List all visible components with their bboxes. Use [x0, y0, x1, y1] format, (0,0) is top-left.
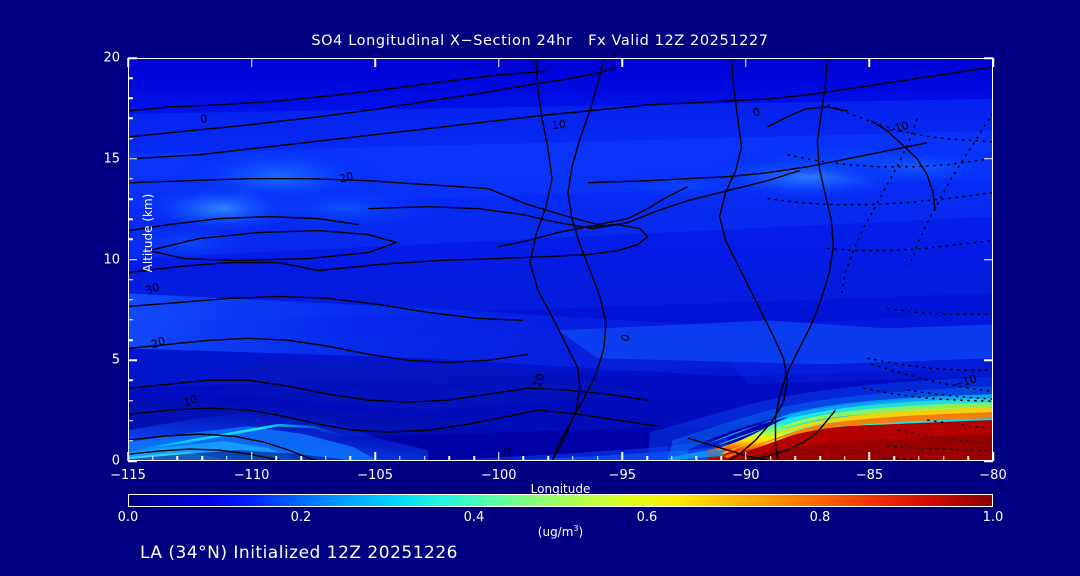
colorbar-units-exponent: 3 — [573, 524, 579, 533]
svg-text:0: 0 — [751, 105, 762, 120]
colorbar-tick-label: 1.0 — [982, 510, 1004, 525]
colorbar-units-close: ) — [578, 525, 584, 539]
y-tick-label: 15 — [103, 151, 120, 167]
x-tick-label: −110 — [233, 468, 270, 483]
svg-text:−10: −10 — [952, 372, 978, 391]
colorbar-tick-label: 0.0 — [117, 510, 139, 525]
x-tick-label: −105 — [357, 468, 393, 483]
y-tick-label: 5 — [111, 352, 120, 368]
figure-caption: LA (34°N) Initialized 12Z 20251226 — [140, 543, 458, 563]
x-tick-label: −85 — [855, 468, 884, 483]
svg-text:10: 10 — [182, 392, 199, 409]
colorbar-units-text: (ug/m — [537, 525, 574, 539]
plot-area: 0 20 10 0 −10 30 20 10 10 0 −10 0 0 — [103, 51, 1006, 497]
x-tick-label: −100 — [480, 468, 517, 483]
colorbar-tick-label: 0.4 — [463, 510, 485, 525]
x-axis-label: Longitude — [530, 482, 591, 496]
svg-text:20: 20 — [338, 170, 355, 186]
y-tick-label: 0 — [111, 453, 120, 469]
colorbar: 0.0 0.2 0.4 0.6 0.8 1.0 — [118, 494, 1003, 525]
svg-text:0: 0 — [503, 445, 511, 459]
x-tick-label: −95 — [608, 468, 636, 483]
svg-text:0: 0 — [199, 112, 208, 126]
svg-text:20: 20 — [150, 334, 168, 351]
x-tick-label: −80 — [979, 468, 1007, 483]
plot-frame: 0 20 10 0 −10 30 20 10 10 0 −10 0 0 — [128, 58, 993, 461]
svg-text:10: 10 — [531, 372, 548, 390]
svg-text:10: 10 — [551, 118, 566, 132]
y-tick-label: 10 — [103, 252, 120, 267]
x-tick-label: −90 — [732, 468, 760, 483]
colorbar-units-label: (ug/m3) — [128, 524, 993, 539]
colorbar-tick-label: 0.8 — [809, 510, 831, 525]
colorbar-gradient — [128, 494, 993, 507]
y-tick-label: 20 — [103, 50, 120, 66]
svg-text:30: 30 — [144, 281, 161, 298]
colorbar-tick-label: 0.2 — [290, 510, 312, 525]
y-axis-label: Altitude (km) — [141, 193, 155, 273]
x-tick-label: −115 — [110, 468, 146, 483]
colorbar-tick-label: 0.6 — [636, 510, 658, 525]
svg-text:−10: −10 — [884, 119, 910, 138]
svg-text:0: 0 — [618, 332, 633, 343]
chart-title: SO4 Longitudinal X−Section 24hr Fx Valid… — [311, 33, 769, 49]
contour-overlay: 0 20 10 0 −10 30 20 10 10 0 −10 0 0 — [129, 59, 992, 460]
